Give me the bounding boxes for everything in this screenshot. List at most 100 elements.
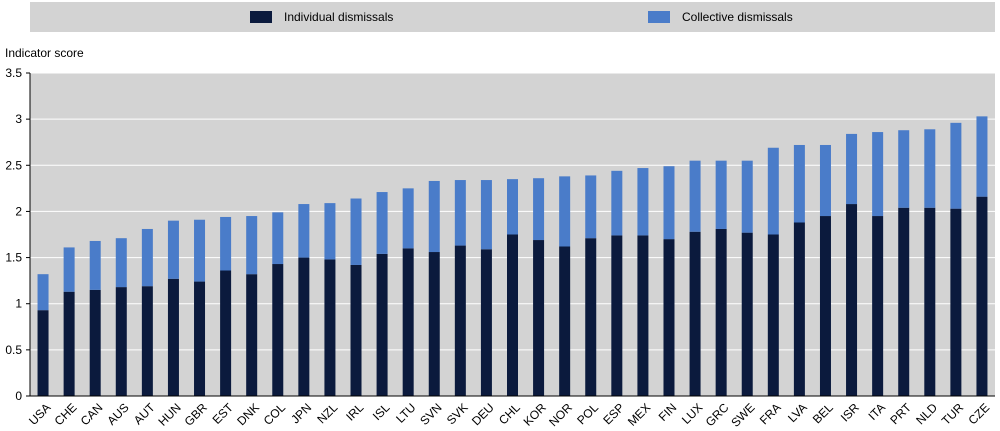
bar-collective-usa [37, 274, 49, 311]
x-tick-label: NZL [314, 400, 340, 426]
legend-swatch-collective [648, 11, 670, 23]
y-tick-label: 2.5 [5, 158, 22, 172]
bar-collective-irl [350, 198, 362, 265]
bar-individual-can [89, 289, 101, 396]
bar-collective-fra [767, 147, 779, 235]
x-tick-label: CHL [496, 400, 523, 427]
bar-individual-svn [428, 252, 440, 396]
bar-collective-ltu [402, 188, 414, 249]
y-tick-label: 3 [15, 112, 22, 126]
legend-label-collective: Collective dismissals [682, 10, 793, 24]
bar-individual-ltu [402, 248, 414, 396]
x-tick-label: TUR [939, 400, 967, 428]
bar-individual-ita [872, 216, 884, 396]
bar-individual-hun [167, 278, 179, 396]
x-tick-label: CZE [965, 400, 992, 427]
bar-collective-deu [480, 180, 492, 250]
bar-individual-swe [741, 232, 753, 396]
bar-individual-chl [507, 234, 518, 396]
x-tick-label: ISL [370, 400, 393, 423]
x-tick-label: DNK [234, 400, 262, 428]
x-tick-label: DEU [469, 400, 497, 428]
bar-collective-kor [533, 178, 545, 241]
x-tick-label: ITA [866, 400, 888, 422]
x-tick-label: GRC [703, 400, 732, 429]
bar-collective-dnk [246, 216, 258, 275]
bar-individual-che [63, 291, 75, 396]
x-tick-label: SWE [728, 400, 757, 429]
bars [37, 116, 988, 396]
bar-individual-aus [115, 287, 127, 396]
bar-individual-irl [350, 264, 362, 396]
bar-individual-aut [141, 286, 153, 396]
y-axis-title: Indicator score [5, 46, 84, 60]
bar-collective-aut [141, 228, 153, 287]
bar-individual-jpn [298, 257, 310, 396]
x-tick-label: HUN [156, 400, 184, 428]
bar-collective-swe [741, 160, 753, 233]
x-tick-label: MEX [625, 400, 653, 428]
bar-collective-lux [689, 160, 701, 232]
y-tick-label: 1.5 [5, 251, 22, 265]
x-tick-label: CHE [52, 400, 80, 428]
bar-individual-fra [767, 234, 779, 396]
x-tick-label: NOR [546, 400, 575, 429]
x-tick-label: EST [210, 400, 237, 427]
bar-collective-isr [846, 133, 858, 205]
bar-collective-mex [637, 168, 649, 236]
bar-collective-svk [454, 180, 466, 246]
y-tick-label: 3.5 [5, 66, 22, 80]
bar-individual-deu [480, 249, 492, 396]
bar-collective-esp [611, 170, 623, 236]
x-tick-label: FIN [656, 400, 680, 424]
x-tick-label: PRT [887, 400, 914, 427]
bar-individual-est [220, 270, 232, 396]
bar-collective-chl [507, 179, 518, 235]
bar-collective-lva [793, 144, 805, 223]
bar-individual-grc [715, 228, 727, 396]
bar-collective-grc [715, 160, 727, 229]
legend-label-individual: Individual dismissals [284, 10, 393, 24]
x-tick-label: IRL [343, 400, 366, 423]
bar-collective-col [272, 212, 284, 265]
bar-collective-prt [898, 130, 910, 208]
bar-individual-nld [924, 207, 936, 396]
y-tick-label: 0 [15, 389, 22, 403]
x-tick-label: POL [574, 400, 601, 427]
y-tick-label: 1 [15, 297, 22, 311]
bar-individual-svk [454, 245, 466, 396]
x-tick-label: COL [261, 400, 289, 428]
bar-individual-prt [898, 207, 910, 396]
bar-individual-cze [976, 196, 988, 396]
x-tick-label: FRA [757, 400, 784, 427]
legend-background [30, 2, 995, 32]
x-tick-label: LUX [679, 400, 705, 426]
bar-individual-nzl [324, 259, 336, 396]
bar-individual-mex [637, 235, 649, 396]
bar-individual-gbr [194, 281, 206, 396]
bar-individual-kor [533, 240, 545, 396]
bar-collective-gbr [194, 219, 206, 282]
x-tick-label: GBR [182, 400, 211, 429]
bar-collective-hun [167, 220, 179, 279]
bar-collective-cze [976, 116, 988, 197]
bar-collective-isl [376, 192, 388, 254]
bar-collective-nzl [324, 203, 336, 260]
x-tick-label: BEL [810, 400, 836, 426]
bar-individual-lva [793, 222, 805, 396]
bar-individual-fin [663, 239, 675, 396]
x-tick-label: CAN [78, 400, 106, 428]
legend-swatch-individual [250, 11, 272, 23]
bar-collective-jpn [298, 204, 310, 258]
bar-collective-che [63, 247, 75, 292]
x-tick-label: JPN [288, 400, 314, 426]
bar-collective-aus [115, 238, 127, 288]
x-tick-label: AUT [131, 400, 158, 427]
x-tick-label: SVK [444, 400, 471, 427]
bar-collective-pol [585, 175, 597, 239]
bar-individual-col [272, 264, 284, 396]
x-tick-label: LTU [393, 400, 418, 425]
bar-individual-pol [585, 238, 597, 396]
